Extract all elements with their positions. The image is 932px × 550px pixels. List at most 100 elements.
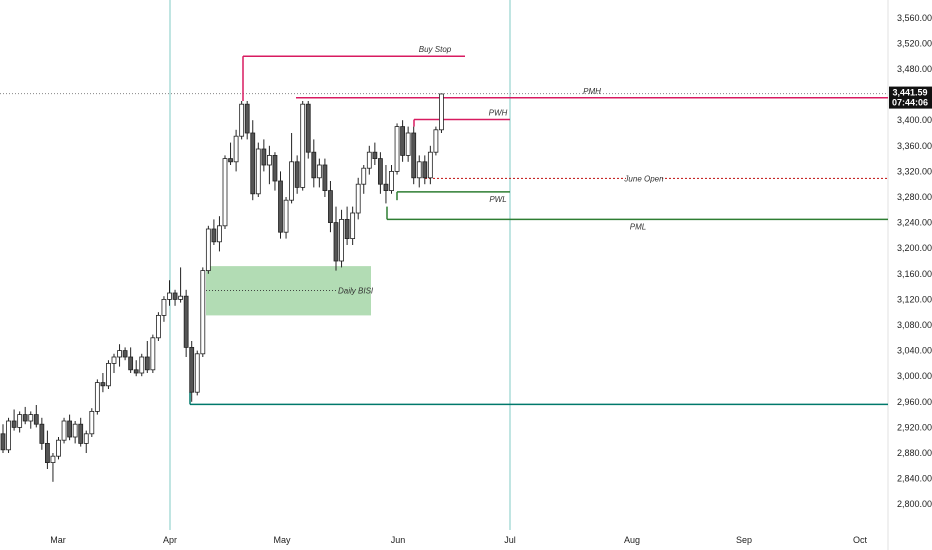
candle-body bbox=[233, 135, 239, 163]
candle-body bbox=[272, 154, 278, 182]
x-tick-label: Aug bbox=[624, 535, 640, 545]
y-tick-label: 3,360.00 bbox=[897, 141, 932, 151]
candle-body bbox=[100, 382, 106, 387]
x-tick-label: Oct bbox=[853, 535, 868, 545]
level-label-bg bbox=[626, 172, 662, 183]
candle-body bbox=[217, 225, 222, 243]
y-tick-label: 2,800.00 bbox=[897, 499, 932, 509]
y-tick-label: 3,280.00 bbox=[897, 192, 932, 202]
candle-body bbox=[377, 158, 383, 185]
candle-body bbox=[33, 414, 39, 425]
level-label: Buy Stop bbox=[419, 45, 452, 54]
candle-body bbox=[6, 420, 11, 451]
y-tick-label: 3,120.00 bbox=[897, 294, 932, 304]
y-tick-label: 3,200.00 bbox=[897, 243, 932, 253]
candle-body bbox=[305, 103, 311, 153]
candle-body bbox=[222, 158, 228, 227]
candle-body bbox=[344, 218, 350, 239]
level-label: June Open bbox=[623, 174, 664, 183]
x-tick-label: Sep bbox=[736, 535, 752, 545]
candle-body bbox=[78, 423, 84, 444]
candle-body bbox=[228, 158, 233, 163]
candle-body bbox=[372, 151, 378, 159]
candle-body bbox=[133, 369, 139, 374]
candle-body bbox=[111, 356, 117, 364]
candle-body bbox=[361, 167, 367, 185]
candle-body bbox=[333, 222, 339, 262]
candle-body bbox=[144, 356, 150, 371]
y-tick-label: 3,520.00 bbox=[897, 38, 932, 48]
x-tick-label: Jul bbox=[504, 535, 516, 545]
y-tick-label: 3,000.00 bbox=[897, 371, 932, 381]
candle-body bbox=[167, 292, 172, 300]
candle-body bbox=[117, 350, 122, 358]
candle-body bbox=[328, 190, 333, 224]
candle-body bbox=[45, 442, 50, 463]
candle-body bbox=[433, 129, 439, 153]
zone-label: Daily BISI bbox=[338, 286, 374, 295]
candle-body bbox=[139, 356, 145, 374]
y-tick-label: 3,480.00 bbox=[897, 64, 932, 74]
level-label: PWL bbox=[489, 195, 506, 204]
candle-body bbox=[322, 164, 328, 192]
candle-body bbox=[239, 103, 245, 137]
candle-body bbox=[439, 93, 444, 131]
x-tick-label: Mar bbox=[50, 535, 66, 545]
candle-body bbox=[211, 228, 217, 243]
candle-body bbox=[172, 292, 178, 300]
level-label: PWH bbox=[489, 109, 508, 118]
candle-body bbox=[205, 228, 211, 271]
candle-body bbox=[178, 295, 184, 300]
candle-body bbox=[189, 346, 195, 393]
candle-body bbox=[416, 161, 422, 179]
price-tag-value: 3,441.59 bbox=[892, 88, 927, 98]
x-tick-label: Jun bbox=[391, 535, 406, 545]
level-label: PML bbox=[630, 222, 646, 231]
candle-body bbox=[128, 356, 134, 371]
candle-body bbox=[161, 298, 167, 316]
candle-body bbox=[366, 151, 372, 169]
price-tag bbox=[889, 86, 932, 109]
candle-body bbox=[350, 212, 356, 240]
candle-body bbox=[294, 161, 300, 188]
candle-body bbox=[278, 180, 283, 233]
candle-body bbox=[300, 103, 306, 188]
candle-body bbox=[0, 433, 6, 451]
y-tick-label: 3,560.00 bbox=[897, 13, 932, 23]
candle-body bbox=[244, 103, 250, 134]
price-tag-countdown: 07:44:06 bbox=[892, 98, 928, 108]
candle-body bbox=[316, 164, 322, 179]
y-tick-label: 2,880.00 bbox=[897, 448, 932, 458]
candle-body bbox=[250, 132, 256, 195]
candle-body bbox=[400, 126, 406, 156]
candle-body bbox=[422, 161, 428, 179]
candle-body bbox=[67, 420, 72, 438]
candle-body bbox=[266, 154, 272, 166]
candle-body bbox=[56, 439, 61, 457]
candle-body bbox=[39, 423, 45, 444]
x-tick-label: May bbox=[273, 535, 291, 545]
candle-body bbox=[355, 183, 361, 214]
candle-body bbox=[200, 270, 206, 355]
candle-body bbox=[122, 350, 128, 358]
candle-body bbox=[106, 362, 111, 387]
candle-body bbox=[17, 414, 23, 428]
candle-body bbox=[427, 151, 433, 179]
level-label: PMH bbox=[583, 87, 601, 96]
y-tick-label: 2,840.00 bbox=[897, 474, 932, 484]
y-tick-label: 3,160.00 bbox=[897, 269, 932, 279]
y-tick-label: 3,320.00 bbox=[897, 166, 932, 176]
candle-body bbox=[28, 414, 34, 422]
candle-body bbox=[194, 353, 200, 393]
y-tick-label: 3,080.00 bbox=[897, 320, 932, 330]
y-tick-label: 3,400.00 bbox=[897, 115, 932, 125]
candle-body bbox=[155, 314, 161, 339]
y-tick-label: 2,920.00 bbox=[897, 422, 932, 432]
candle-body bbox=[311, 151, 317, 179]
x-tick-label: Apr bbox=[163, 535, 177, 545]
candle-body bbox=[339, 218, 344, 262]
candle-body bbox=[94, 382, 100, 412]
candle-body bbox=[50, 455, 56, 464]
